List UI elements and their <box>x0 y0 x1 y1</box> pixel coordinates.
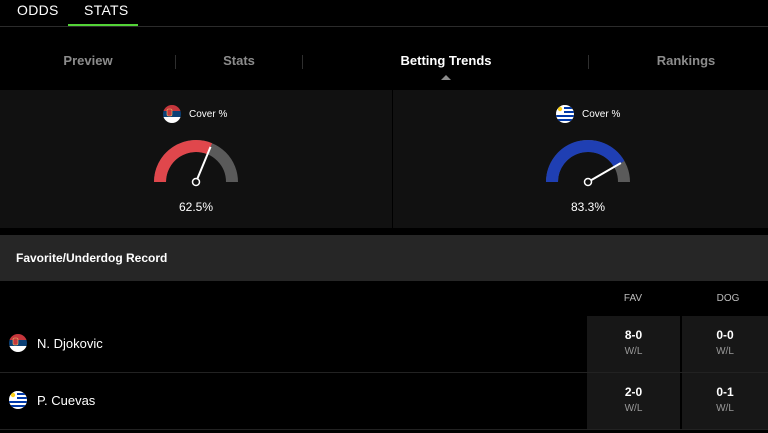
gauge-header: Cover % <box>163 105 227 123</box>
table-row: P. Cuevas 2-0 W/L 0-1 W/L <box>0 373 768 429</box>
dog-record-label: W/L <box>716 403 734 414</box>
gauge-header: Cover % <box>556 105 620 123</box>
cover-gauge <box>154 140 238 187</box>
subtab-preview[interactable]: Preview <box>63 53 113 68</box>
table-row: N. Djokovic 8-0 W/L 0-0 W/L <box>0 316 768 372</box>
gauge-label: Cover % <box>189 108 228 120</box>
gauge-needle <box>195 146 212 183</box>
gauge-needle <box>587 162 622 183</box>
sub-tab-bar: Preview Stats Betting Trends Rankings <box>0 28 768 90</box>
column-header-dog: DOG <box>716 293 740 304</box>
dog-record: 0-1 <box>716 385 734 399</box>
subtab-stats[interactable]: Stats <box>223 53 255 68</box>
uruguay-flag-icon <box>9 391 27 409</box>
subtab-divider <box>588 55 589 69</box>
tab-stats[interactable]: STATS <box>84 2 129 18</box>
row-player: P. Cuevas <box>9 391 95 409</box>
player-name: N. Djokovic <box>37 335 103 351</box>
row-divider <box>0 429 768 430</box>
top-tab-bar: ODDS STATS <box>0 0 768 27</box>
fav-record: 8-0 <box>624 328 643 342</box>
subtab-betting-trends[interactable]: Betting Trends <box>400 53 492 68</box>
fav-record: 2-0 <box>624 385 643 399</box>
active-tab-indicator <box>68 24 138 26</box>
fav-record-label: W/L <box>624 346 643 357</box>
fav-record-label: W/L <box>624 403 643 414</box>
gauge-panel-djokovic: Cover % 62.5% <box>0 90 392 228</box>
gauge-panel-cuevas: Cover % 83.3% <box>393 90 768 228</box>
cover-gauge <box>546 140 630 187</box>
fav-record-cell: 8-0 W/L <box>587 316 680 372</box>
serbia-flag-icon <box>163 105 181 123</box>
active-subtab-caret-icon <box>441 75 451 80</box>
tab-odds[interactable]: ODDS <box>17 2 59 18</box>
row-divider <box>0 372 768 373</box>
record-section-header: Favorite/Underdog Record <box>0 235 768 281</box>
gauge-needle-hub <box>583 177 593 187</box>
row-player: N. Djokovic <box>9 334 103 352</box>
player-name: P. Cuevas <box>37 392 96 408</box>
uruguay-flag-icon <box>556 105 574 123</box>
gauge-value: 83.3% <box>570 200 606 214</box>
fav-record-cell: 2-0 W/L <box>587 373 680 429</box>
dog-record-cell: 0-1 W/L <box>682 373 768 429</box>
subtab-divider <box>175 55 176 69</box>
gauge-value: 62.5% <box>178 200 214 214</box>
serbia-flag-icon <box>9 334 27 352</box>
dog-record-label: W/L <box>716 346 734 357</box>
subtab-divider <box>302 55 303 69</box>
gauge-fill <box>154 140 213 183</box>
section-title: Favorite/Underdog Record <box>16 251 168 265</box>
gauge-fill <box>546 140 625 183</box>
dog-record-cell: 0-0 W/L <box>682 316 768 372</box>
dog-record: 0-0 <box>716 328 734 342</box>
gauge-needle-hub <box>191 177 201 187</box>
column-header-fav: FAV <box>623 293 643 304</box>
gauge-label: Cover % <box>582 108 621 120</box>
subtab-rankings[interactable]: Rankings <box>656 53 716 68</box>
